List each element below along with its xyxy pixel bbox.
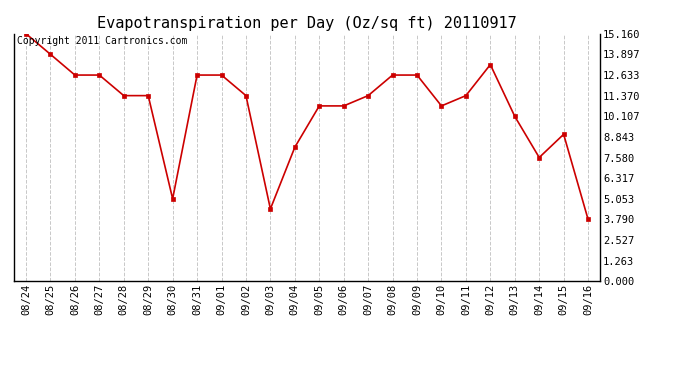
Title: Evapotranspiration per Day (Oz/sq ft) 20110917: Evapotranspiration per Day (Oz/sq ft) 20… — [97, 16, 517, 31]
Text: Copyright 2011 Cartronics.com: Copyright 2011 Cartronics.com — [17, 36, 187, 46]
